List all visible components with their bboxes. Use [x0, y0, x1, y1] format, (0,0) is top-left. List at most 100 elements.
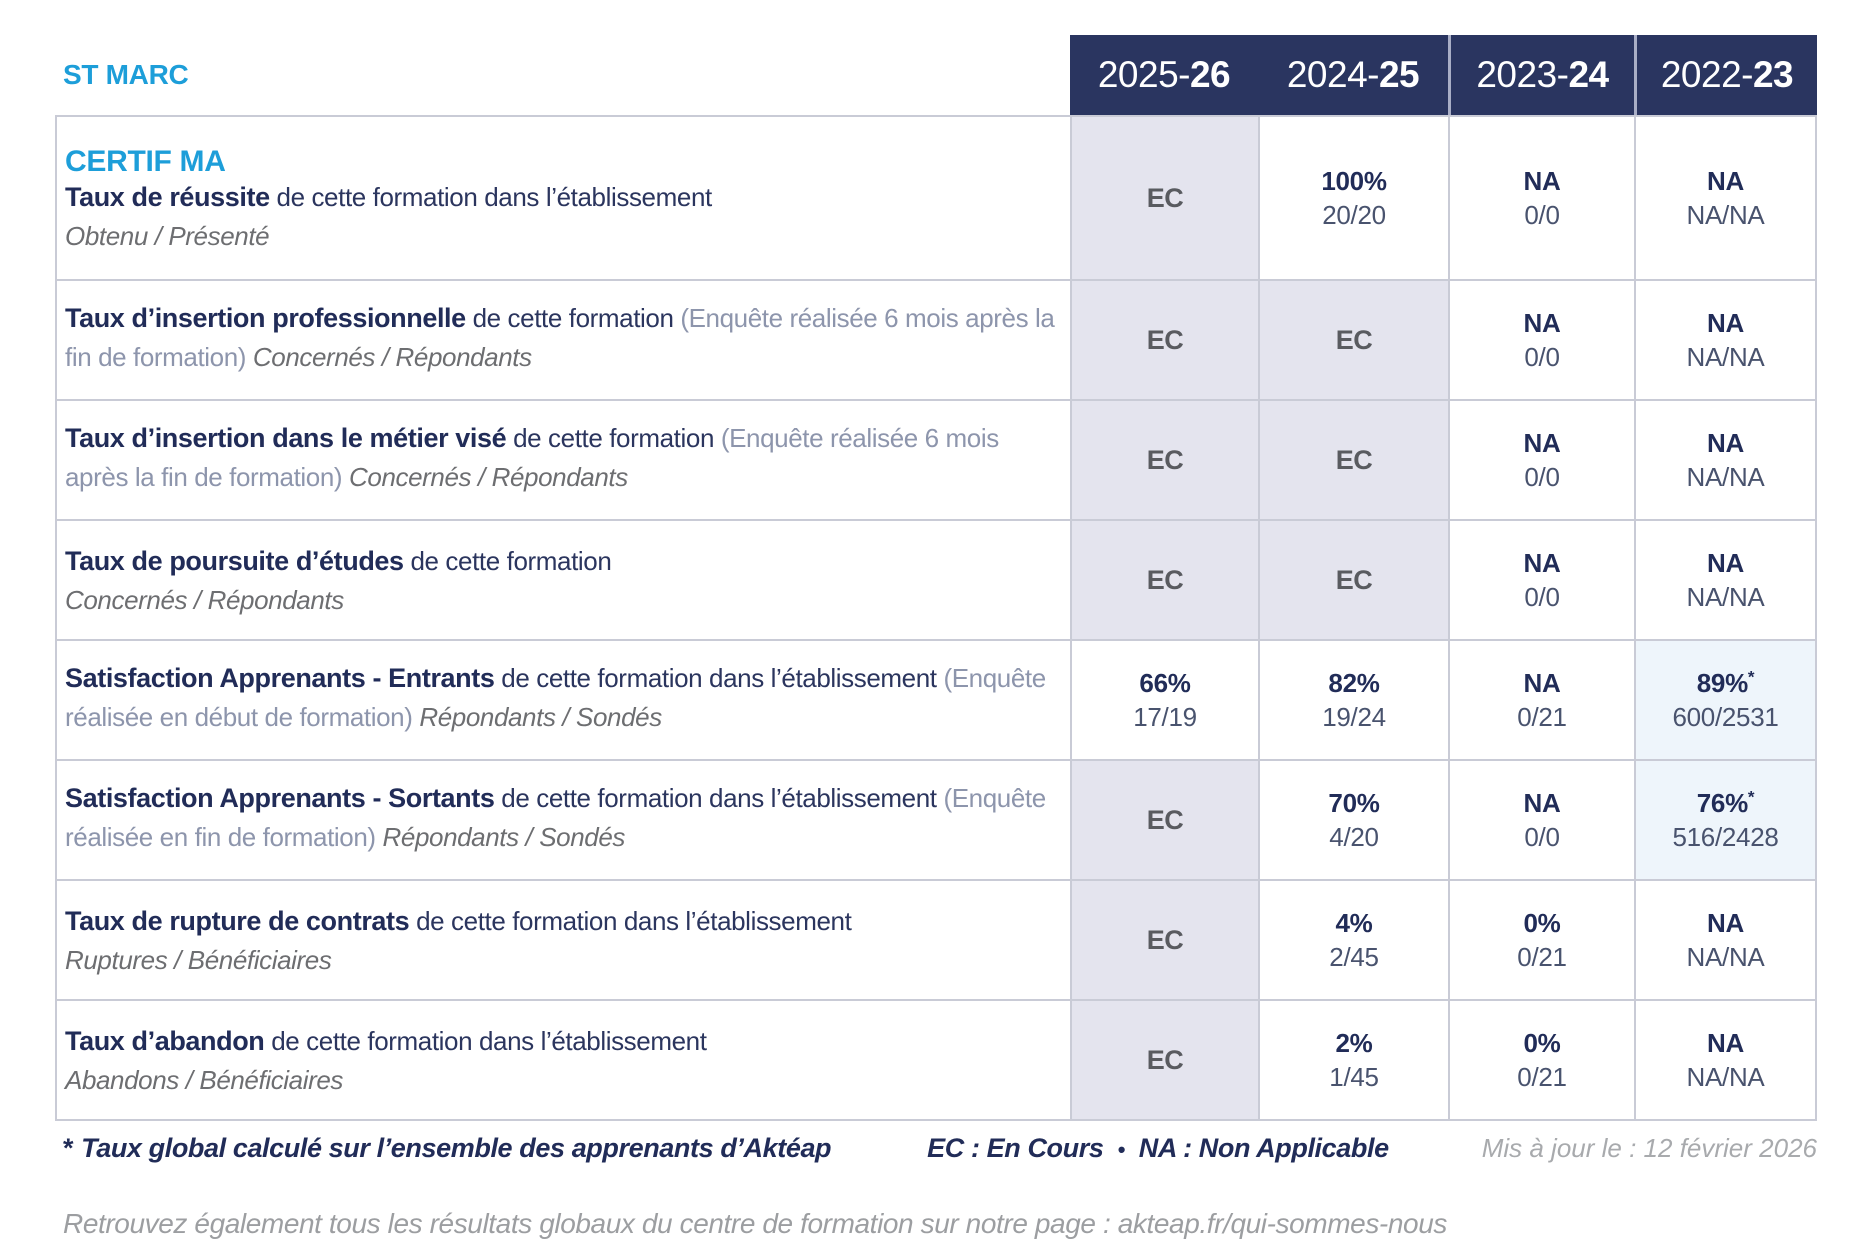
value-cell: 0% 0/21 — [1448, 881, 1634, 999]
year-header-2022-23: 2022- 23 — [1634, 35, 1817, 115]
cell-sub-value: 0/0 — [1524, 582, 1560, 612]
cell-main-value: 76%* — [1696, 787, 1755, 818]
metric-note: (Enquête réalisée 6 mois après la fin de… — [65, 303, 1055, 372]
cell-sub-value: 0/21 — [1517, 1062, 1567, 1092]
footnote-star-icon: * — [1747, 667, 1755, 687]
cell-sub-value: 0/21 — [1517, 942, 1567, 972]
metric-title: Taux d’insertion professionnelle — [65, 303, 466, 333]
cell-main-value: NA — [1707, 428, 1744, 458]
table-row: CERTIF MA Taux de réussite de cette form… — [55, 117, 1817, 281]
cell-sub-value: NA/NA — [1686, 942, 1765, 972]
table-row: Taux de poursuite d’études de cette form… — [55, 521, 1817, 641]
value-cell: NA NA/NA — [1634, 117, 1817, 279]
metric-title: Taux d’abandon — [65, 1025, 265, 1056]
cell-main-value: NA — [1523, 668, 1561, 698]
footer-line: * Taux global calculé sur l’ensemble des … — [55, 1133, 1817, 1164]
cell-main-value: NA — [1523, 428, 1561, 458]
metric-ratio-label: Concernés / Répondants — [342, 462, 628, 492]
cell-sub-value: NA/NA — [1686, 582, 1765, 612]
metric-text: Taux d’insertion professionnelle de cett… — [65, 301, 1056, 379]
metric-subtitle: Obtenu / Présenté — [65, 220, 270, 251]
value-cell: NA NA/NA — [1634, 401, 1817, 519]
metric-ratio-label: Répondants / Sondés — [412, 702, 662, 732]
cell-main-value: 70% — [1328, 788, 1380, 818]
cell-en-cours: EC — [1258, 281, 1448, 399]
cell-main-value: 100% — [1321, 166, 1387, 196]
cell-main-value: NA — [1523, 788, 1561, 818]
footnote: * Taux global calculé sur l’ensemble des … — [55, 1133, 832, 1164]
metric-text: Taux de réussite de cette formation dans… — [65, 180, 1056, 219]
cell-sub-value: 0/0 — [1524, 462, 1560, 492]
metric-label: Taux d’insertion professionnelle de cett… — [55, 281, 1070, 399]
metric-note: (Enquête réalisée en fin de formation) — [65, 783, 1046, 852]
value-cell: 70% 4/20 — [1258, 761, 1448, 879]
cell-main-value: 0% — [1523, 1028, 1561, 1058]
program-title: CERTIF MA — [65, 144, 226, 178]
value-cell: 0% 0/21 — [1448, 1001, 1634, 1119]
cell-sub-value: 0/0 — [1524, 342, 1560, 372]
value-cell: NA 0/0 — [1448, 761, 1634, 879]
cell-sub-value: NA/NA — [1686, 1062, 1765, 1092]
value-cell: NA 0/0 — [1448, 521, 1634, 639]
value-cell: NA 0/0 — [1448, 117, 1634, 279]
year-prefix: 2025- — [1097, 54, 1191, 95]
metric-title: Taux d’insertion dans le métier visé — [65, 423, 507, 453]
cell-sub-value: 4/20 — [1329, 822, 1379, 852]
metric-text: Satisfaction Apprenants - Entrants de ce… — [65, 661, 1056, 739]
cell-main-value: NA — [1523, 548, 1561, 578]
metric-label: Taux de poursuite d’études de cette form… — [55, 521, 1070, 639]
metric-desc: de cette formation dans l’établissement — [494, 663, 944, 693]
metric-label: Taux de rupture de contrats de cette for… — [55, 881, 1070, 999]
cell-en-cours: EC — [1258, 401, 1448, 519]
en-cours-value: EC — [1146, 324, 1184, 355]
value-cell: 4% 2/45 — [1258, 881, 1448, 999]
metric-subtitle: Concernés / Répondants — [65, 584, 344, 615]
metric-text: Taux de rupture de contrats de cette for… — [65, 904, 1056, 943]
year-prefix: 2023- — [1476, 54, 1569, 95]
bullet-icon: • — [1117, 1137, 1125, 1162]
metric-text: Taux d’insertion dans le métier visé de … — [65, 421, 1056, 499]
cell-main-value: 82% — [1328, 668, 1380, 698]
metric-ratio-label: Concernés / Répondants — [246, 342, 532, 372]
cell-en-cours: EC — [1070, 881, 1258, 999]
metric-desc: de cette formation — [506, 423, 721, 453]
legend-ec: EC : En Cours — [927, 1133, 1104, 1163]
table-row: Taux d’insertion professionnelle de cett… — [55, 281, 1817, 401]
value-cell: NA 0/0 — [1448, 281, 1634, 399]
en-cours-value: EC — [1335, 324, 1373, 355]
value-cell: 76%* 516/2428 — [1634, 761, 1817, 879]
metric-label: CERTIF MA Taux de réussite de cette form… — [55, 117, 1070, 279]
cell-main-value: NA — [1707, 548, 1744, 578]
en-cours-value: EC — [1146, 182, 1184, 213]
site-label: ST MARC — [63, 59, 189, 90]
value-cell: NA 0/0 — [1448, 401, 1634, 519]
metric-desc: de cette formation dans l’établissement — [269, 181, 713, 212]
cell-main-value: NA — [1523, 166, 1561, 196]
cell-sub-value: 0/0 — [1524, 822, 1560, 852]
value-cell: 100% 20/20 — [1258, 117, 1448, 279]
value-cell: NA NA/NA — [1634, 881, 1817, 999]
cell-en-cours: EC — [1070, 761, 1258, 879]
cell-sub-value: 17/19 — [1133, 702, 1197, 732]
cell-main-value: 66% — [1139, 668, 1191, 698]
metric-ratio-label: Répondants / Sondés — [375, 822, 626, 852]
cell-en-cours: EC — [1070, 281, 1258, 399]
metric-desc: de cette formation dans l’établissement — [494, 783, 944, 813]
footnote-star-icon: * — [1747, 787, 1755, 807]
cell-sub-value: 0/21 — [1517, 702, 1567, 732]
en-cours-value: EC — [1146, 444, 1184, 475]
value-cell: 66% 17/19 — [1070, 641, 1258, 759]
value-cell: NA 0/21 — [1448, 641, 1634, 759]
cell-main-value: NA — [1707, 166, 1744, 196]
legend: EC : En Cours • NA : Non Applicable — [927, 1133, 1389, 1164]
metric-title: Taux de réussite — [65, 181, 270, 212]
cell-sub-value: 2/45 — [1329, 942, 1379, 972]
metric-label: Satisfaction Apprenants - Sortants de ce… — [55, 761, 1070, 879]
metric-subtitle: Abandons / Bénéficiaires — [65, 1064, 344, 1095]
cell-sub-value: 516/2428 — [1672, 822, 1779, 852]
year-bold: 23 — [1752, 54, 1794, 95]
cell-main-value: NA — [1523, 308, 1561, 338]
metric-label: Taux d’insertion dans le métier visé de … — [55, 401, 1070, 519]
cell-en-cours: EC — [1070, 117, 1258, 279]
